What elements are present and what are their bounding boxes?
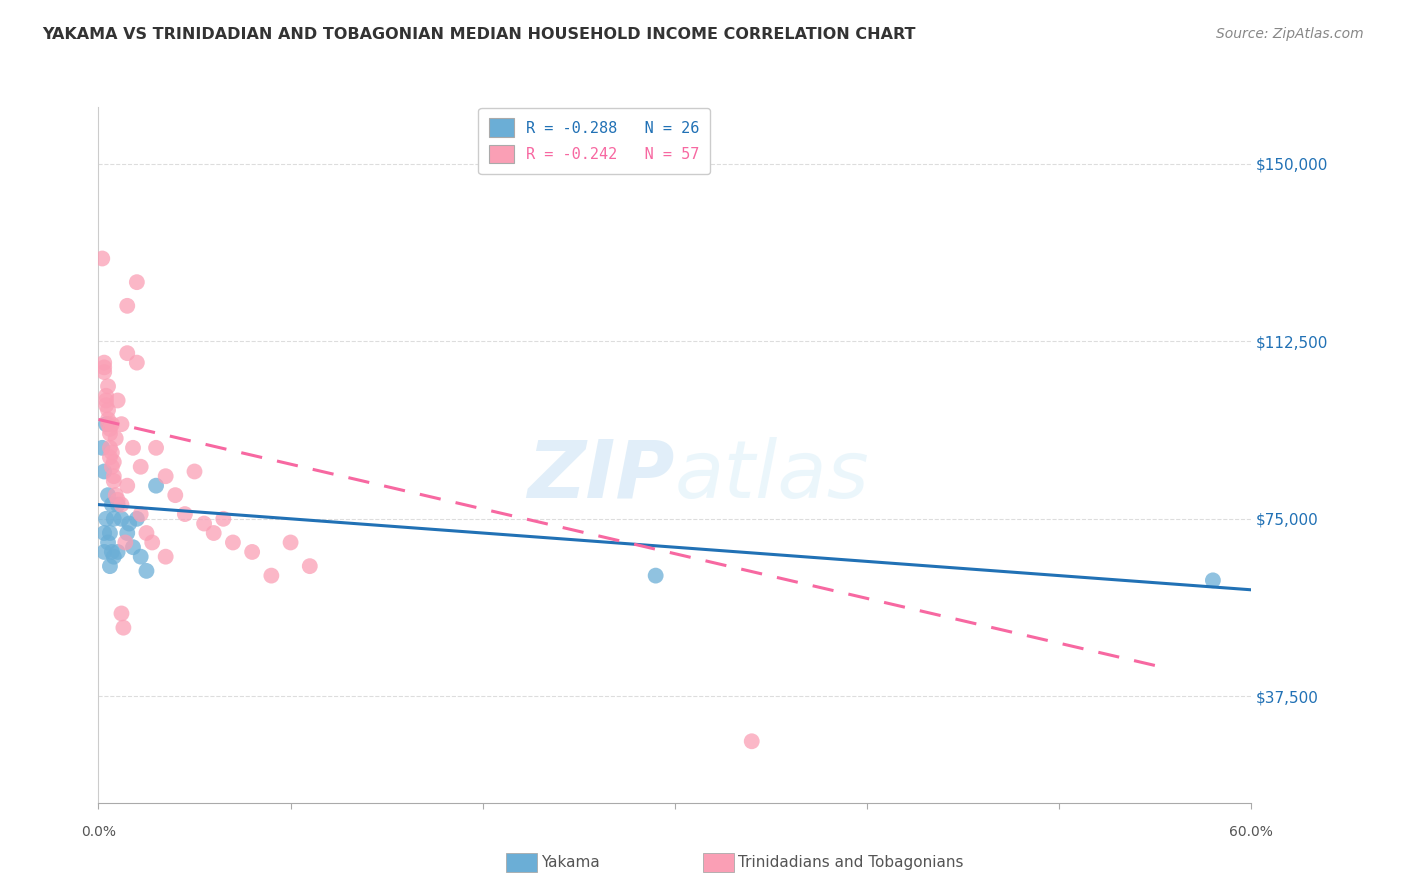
Point: [122, 540, 145, 554]
Point: [98, 526, 121, 541]
Text: 0.0%: 0.0%: [82, 825, 115, 839]
Point: [93, 360, 115, 375]
Point: [135, 526, 157, 541]
Point: [93, 465, 115, 479]
Point: [129, 507, 152, 521]
Point: [94, 417, 117, 432]
Point: [174, 507, 197, 521]
Point: [183, 465, 205, 479]
Text: ZIP: ZIP: [527, 437, 675, 515]
Point: [101, 498, 124, 512]
Point: [91, 252, 114, 266]
Point: [155, 549, 177, 564]
Point: [165, 488, 187, 502]
Point: [103, 455, 125, 469]
Text: Source: ZipAtlas.com: Source: ZipAtlas.com: [1216, 27, 1364, 41]
Point: [94, 389, 117, 403]
Point: [202, 526, 225, 541]
Point: [741, 734, 763, 748]
Text: atlas: atlas: [675, 437, 870, 515]
Point: [129, 549, 152, 564]
Point: [94, 398, 117, 412]
Point: [145, 441, 167, 455]
Point: [104, 488, 127, 502]
Point: [103, 512, 125, 526]
Point: [103, 474, 125, 488]
Point: [98, 559, 121, 574]
Point: [101, 445, 124, 459]
Point: [103, 469, 125, 483]
Point: [280, 535, 302, 549]
Point: [93, 526, 115, 541]
Point: [97, 488, 120, 502]
Point: [117, 526, 139, 541]
Point: [117, 299, 139, 313]
Point: [125, 356, 148, 370]
Point: [98, 426, 121, 441]
Point: [644, 568, 666, 582]
Point: [107, 545, 129, 559]
Point: [104, 431, 127, 445]
Point: [112, 621, 135, 635]
Point: [145, 478, 167, 492]
Legend: R = -0.288   N = 26, R = -0.242   N = 57: R = -0.288 N = 26, R = -0.242 N = 57: [478, 108, 710, 174]
Point: [129, 459, 152, 474]
Point: [117, 346, 139, 360]
Point: [101, 417, 124, 432]
Point: [117, 478, 139, 492]
Point: [94, 512, 117, 526]
Point: [94, 393, 117, 408]
Point: [135, 564, 157, 578]
Point: [107, 492, 129, 507]
Point: [98, 450, 121, 465]
Point: [98, 441, 121, 455]
Point: [240, 545, 263, 559]
Point: [97, 535, 120, 549]
Point: [125, 275, 148, 289]
Point: [110, 512, 132, 526]
Point: [103, 549, 125, 564]
Point: [260, 568, 283, 582]
Point: [107, 498, 129, 512]
Point: [125, 512, 148, 526]
Point: [91, 441, 114, 455]
Point: [298, 559, 321, 574]
Point: [98, 422, 121, 436]
Point: [122, 441, 145, 455]
Point: [110, 417, 132, 432]
Point: [97, 412, 120, 426]
Point: [212, 512, 235, 526]
Point: [155, 469, 177, 483]
Point: [101, 459, 124, 474]
Point: [93, 365, 115, 379]
Point: [93, 356, 115, 370]
Text: YAKAMA VS TRINIDADIAN AND TOBAGONIAN MEDIAN HOUSEHOLD INCOME CORRELATION CHART: YAKAMA VS TRINIDADIAN AND TOBAGONIAN MED…: [42, 27, 915, 42]
Point: [97, 403, 120, 417]
Point: [93, 545, 115, 559]
Point: [101, 545, 124, 559]
Point: [97, 379, 120, 393]
Point: [110, 498, 132, 512]
Point: [1202, 574, 1225, 588]
Point: [107, 393, 129, 408]
Point: [97, 417, 120, 432]
Text: Trinidadians and Tobagonians: Trinidadians and Tobagonians: [738, 855, 963, 870]
Point: [193, 516, 215, 531]
Text: 60.0%: 60.0%: [1229, 825, 1274, 839]
Point: [141, 535, 163, 549]
Point: [118, 516, 141, 531]
Point: [222, 535, 245, 549]
Point: [114, 535, 136, 549]
Text: Yakama: Yakama: [541, 855, 600, 870]
Point: [110, 607, 132, 621]
